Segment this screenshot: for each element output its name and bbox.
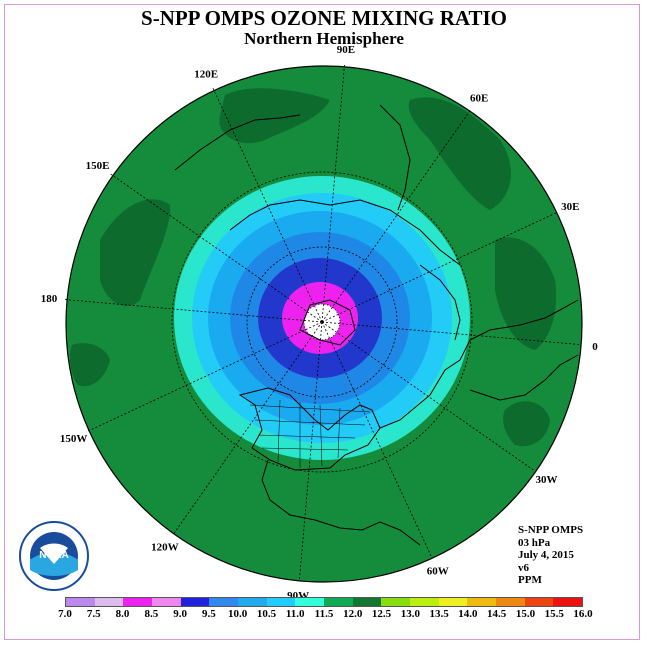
map-subtitle: Northern Hemisphere xyxy=(244,29,404,48)
colorbar-tick-7.5: 7.5 xyxy=(86,608,101,620)
colorbar-tick-9.5: 9.5 xyxy=(202,608,216,620)
us-state-borders xyxy=(249,399,371,468)
info-date: July 4, 2015 xyxy=(518,549,574,562)
colorbar-swatch-7.5 xyxy=(94,598,124,606)
ozone-patch-siberia xyxy=(408,97,511,210)
lon-label-180: 180 xyxy=(41,293,58,305)
colorbar-tick-12.0: 12.0 xyxy=(343,608,363,620)
lon-label-150e: 150E xyxy=(86,160,110,172)
meridian-180 xyxy=(64,299,323,323)
colorbar-swatch-12.5 xyxy=(381,598,411,606)
colorbar-tick-15.5: 15.5 xyxy=(544,608,564,620)
colorbar-swatch-11.5 xyxy=(324,598,353,606)
colorbar-tick-10.0: 10.0 xyxy=(228,608,248,620)
info-units: PPM xyxy=(518,574,542,587)
latitude-circle-75n xyxy=(246,246,398,398)
meridian-30w xyxy=(321,321,534,471)
lon-label-30e: 30E xyxy=(561,201,579,213)
colorbar-swatch-12.0 xyxy=(352,598,382,606)
colorbar-swatch-8.0 xyxy=(123,598,153,606)
lon-label-150w: 150W xyxy=(60,433,88,445)
meridian-90w xyxy=(299,321,323,580)
colorbar-tick-13.0: 13.0 xyxy=(400,608,420,620)
lon-label-30w: 30W xyxy=(535,474,557,486)
colorbar-tick-14.0: 14.0 xyxy=(458,608,478,620)
ozone-patch-pacific-w xyxy=(70,343,110,387)
colorbar-swatch-13.0 xyxy=(410,598,439,606)
meridian-120w xyxy=(173,321,323,534)
map-title: S-NPP OMPS OZONE MIXING RATIO xyxy=(141,6,507,30)
colorbar-tick-7.0: 7.0 xyxy=(58,608,72,620)
colorbar-swatch-9.5 xyxy=(209,598,239,606)
ozone-contours xyxy=(174,176,470,460)
info-instrument: S-NPP OMPS xyxy=(518,524,584,536)
colorbar-tick-9.0: 9.0 xyxy=(173,608,187,620)
meridian-90e xyxy=(321,64,345,323)
info-level: 03 hPa xyxy=(518,536,551,549)
meridian-120e xyxy=(212,88,323,323)
info-block: S-NPP OMPS 03 hPa July 4, 2015 v6 PPM xyxy=(518,524,583,587)
ozone-patch-europe xyxy=(495,237,557,350)
meridian-lines xyxy=(64,64,580,580)
colorbar-tick-8.0: 8.0 xyxy=(115,608,130,620)
ozone-patch-africa xyxy=(503,401,550,447)
colorbar-swatch-15.5 xyxy=(553,598,583,606)
ozone-patch-asia xyxy=(219,88,330,144)
meridian-150e xyxy=(110,173,323,323)
colorbar-swatch-11.0 xyxy=(295,598,325,606)
colorbar-swatch-9.0 xyxy=(180,598,210,606)
colorbar-swatch-13.5 xyxy=(438,598,468,606)
ozone-patch-east-pacific xyxy=(100,199,171,307)
info-version: v6 xyxy=(518,561,529,574)
colorbar-swatch-10.5 xyxy=(266,598,296,606)
colorbar-swatch-15.0 xyxy=(524,598,554,606)
colorbar xyxy=(65,597,583,607)
lon-label-60w: 60W xyxy=(427,565,449,577)
meridian-30e xyxy=(321,212,556,323)
colorbar-tick-11.0: 11.0 xyxy=(285,608,305,620)
meridian-0 xyxy=(321,321,580,345)
colorbar-swatch-14.0 xyxy=(467,598,497,606)
lon-label-90e: 90E xyxy=(337,44,355,56)
meridian-150w xyxy=(88,321,323,432)
colorbar-swatch-14.5 xyxy=(496,598,525,606)
lon-label-120e: 120E xyxy=(194,69,218,81)
lon-label-120w: 120W xyxy=(151,541,179,553)
colorbar-tick-15.0: 15.0 xyxy=(515,608,536,620)
colorbar-tick-16.0: 16.0 xyxy=(573,608,593,620)
colorbar-tick-11.5: 11.5 xyxy=(314,608,334,620)
colorbar-tick-8.5: 8.5 xyxy=(144,608,159,620)
colorbar-swatch-7.0 xyxy=(66,598,95,606)
logo-text: NOAA xyxy=(39,550,68,561)
colorbar-ticks: 7.0 7.5 8.0 8.5 9.0 9.5 10.0 10.5 11.0 11.5 12.0 12… xyxy=(0,608,648,622)
colorbar-tick-12.5: 12.5 xyxy=(371,608,392,620)
colorbar-tick-13.5: 13.5 xyxy=(429,608,449,620)
noaa-logo: NOAA xyxy=(19,521,89,591)
latitude-circle-60n xyxy=(171,171,473,473)
meridian-60w xyxy=(321,321,432,556)
map-boundary xyxy=(65,65,583,583)
meridian-60e xyxy=(321,110,471,323)
lon-label-0: 0 xyxy=(592,341,598,353)
lon-label-60e: 60E xyxy=(470,93,488,105)
colorbar-swatch-8.5 xyxy=(152,598,181,606)
colorbar-tick-10.5: 10.5 xyxy=(256,608,277,620)
colorbar-tick-14.5: 14.5 xyxy=(487,608,507,620)
colorbar-swatch-10.0 xyxy=(238,598,267,606)
